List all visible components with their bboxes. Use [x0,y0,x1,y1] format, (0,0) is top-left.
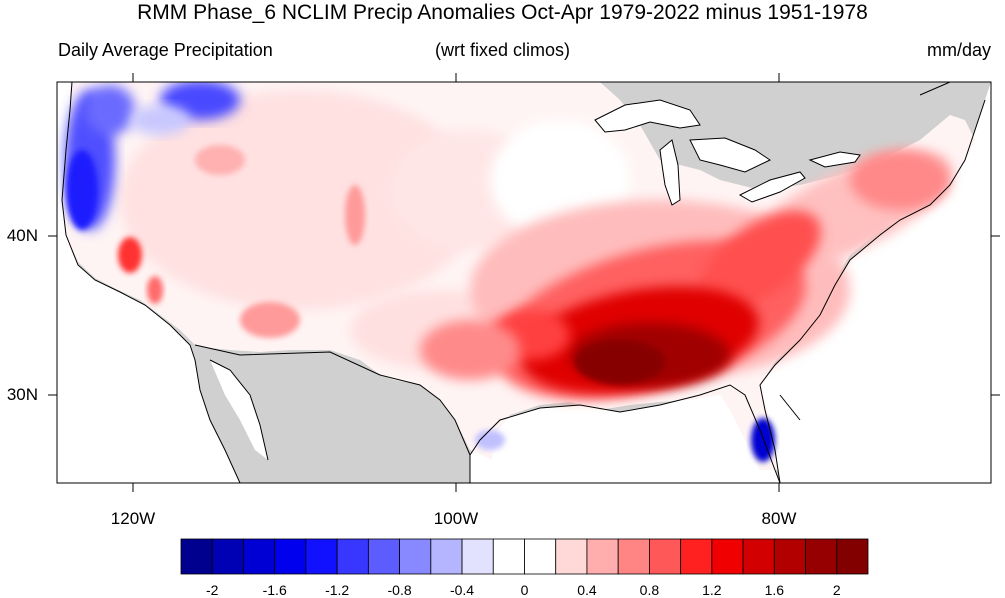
colorbar-swatch [742,538,775,575]
subtitle-left: Daily Average Precipitation [58,40,273,60]
map-frame [56,81,992,484]
colorbar-label: 0.8 [639,582,660,598]
lat-label-30n: 30N [6,385,38,404]
colorbar-label: -0.4 [449,582,475,598]
colorbar-swatch [492,538,525,575]
coastline [61,82,986,483]
lake-huron [689,137,772,173]
colorbar-swatch [680,538,713,575]
anomaly-blobs [65,82,952,462]
chart-title: RMM Phase_6 NCLIM Precip Anomalies Oct-A… [137,1,868,24]
colorbar-swatch [773,538,806,575]
colorbar-swatch [617,538,650,575]
colorbar-label: -2 [205,582,219,598]
colorbar-swatch [211,538,244,575]
colorbar-swatch [305,538,338,575]
colorbar-swatch [711,538,744,575]
gulf-of-california [210,360,268,460]
colorbar-label: -1.2 [325,582,350,598]
colorbar-swatch [243,538,276,575]
colorbar-label: -0.8 [387,582,412,598]
colorbar-label: 1.2 [702,582,722,598]
colorbar-swatch [274,538,307,575]
lake-erie [738,171,806,203]
axis-ticks [48,73,1000,492]
colorbar-swatch [649,538,682,575]
lake-superior [594,99,701,133]
colorbar-label: 1.6 [764,582,785,598]
atlantic-ocean [760,82,991,483]
subtitle-right: mm/day [926,40,991,60]
subtitle-center: (wrt fixed climos) [434,40,570,60]
colorbar-swatch [336,538,369,575]
lon-label-120w: 120W [110,509,156,528]
colorbar-swatch [586,538,619,575]
great-lakes [594,99,861,206]
colorbar-label: 0.4 [577,582,597,598]
colorbar-swatch [805,538,838,575]
colorbar-swatch [180,538,213,575]
colorbar-label: 0 [520,582,529,598]
lake-ontario [808,151,861,168]
colorbar-swatch [399,538,432,575]
colorbar [180,538,869,575]
colorbar-label: -1.6 [262,582,287,598]
colorbar-label: 2 [832,582,841,598]
pacific-ocean [57,82,240,483]
colorbar-swatch [836,538,869,575]
colorbar-swatch [555,538,588,575]
gulf-of-mexico [470,385,780,483]
colorbar-swatch [430,538,463,575]
colorbar-swatch [461,538,494,575]
lon-label-80w: 80W [761,509,797,528]
colorbar-swatch [367,538,400,575]
colorbar-swatch [524,538,557,575]
lake-michigan [659,139,681,206]
lon-label-100w: 100W [433,509,479,528]
lat-label-40n: 40N [6,226,38,245]
